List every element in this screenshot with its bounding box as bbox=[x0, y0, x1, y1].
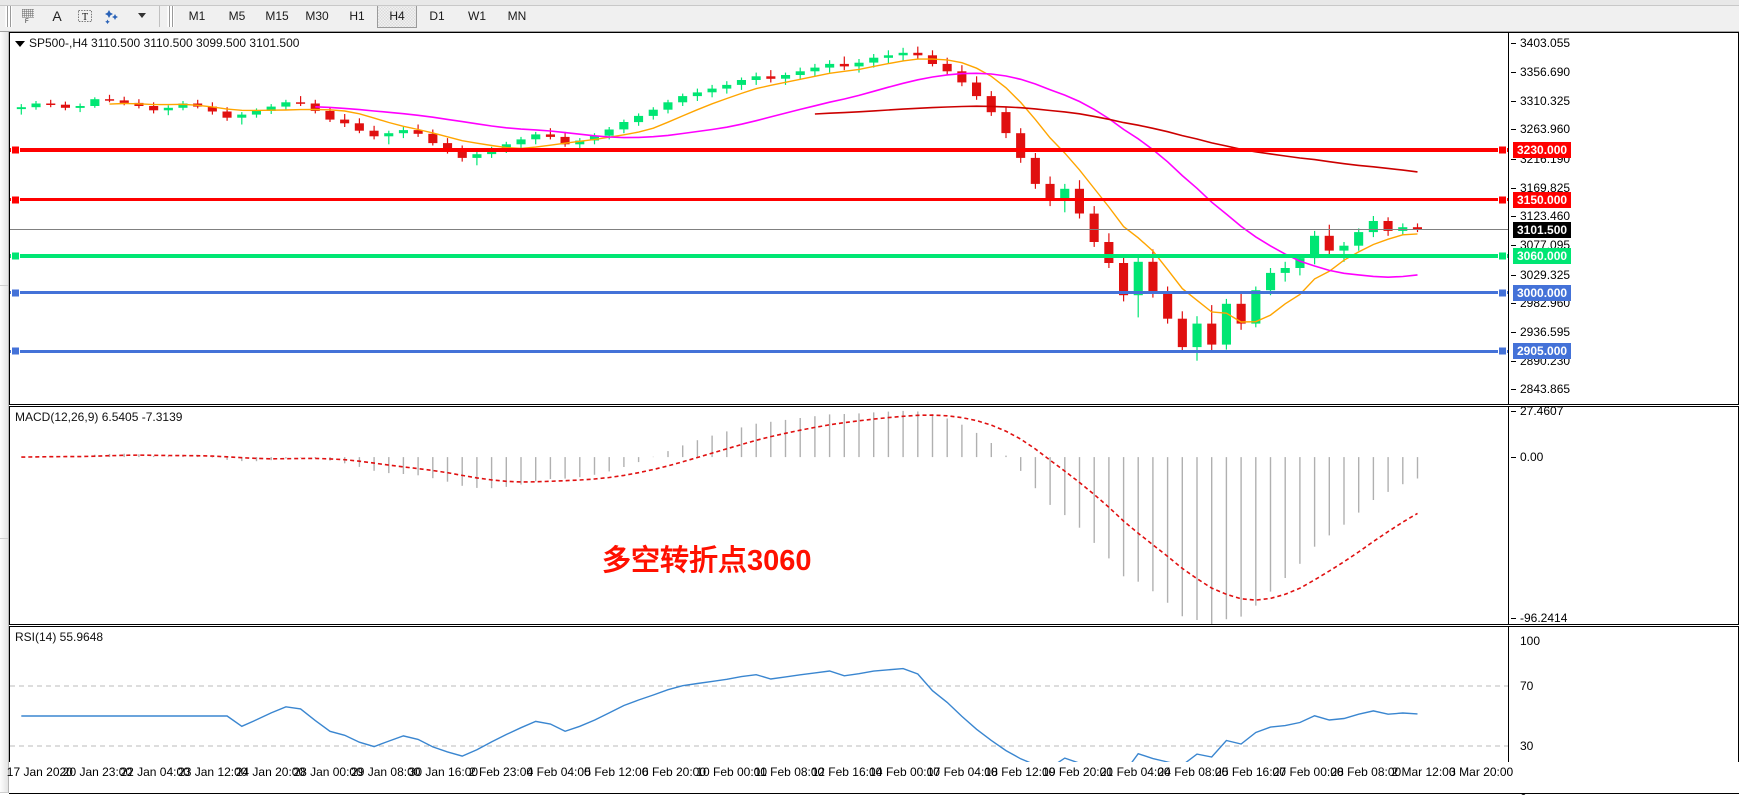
price-tick-mark bbox=[1511, 245, 1516, 246]
macd-tick-mark bbox=[1511, 457, 1516, 458]
macd-plot-area[interactable] bbox=[10, 407, 1509, 624]
timeframe-w1[interactable]: W1 bbox=[457, 4, 497, 28]
macd-label: MACD(12,26,9) 6.5405 -7.3139 bbox=[15, 410, 182, 424]
hline-handle[interactable] bbox=[1498, 146, 1507, 155]
symbol-header-text: SP500-,H4 3110.500 3110.500 3099.500 310… bbox=[29, 36, 299, 50]
text-box-icon[interactable]: T bbox=[71, 3, 99, 29]
hline-handle[interactable] bbox=[1498, 347, 1507, 356]
chart-column: SP500-,H4 3110.500 3110.500 3099.500 310… bbox=[9, 32, 1739, 793]
macd-pane[interactable]: MACD(12,26,9) 6.5405 -7.3139 多空转折点3060 2… bbox=[9, 406, 1739, 625]
collapse-arrow-icon[interactable] bbox=[15, 41, 25, 47]
hline-resistance-3150[interactable] bbox=[10, 198, 1508, 201]
rsi-tick-label: 100 bbox=[1520, 634, 1540, 648]
time-tick-label: 2 Mar 12:00 bbox=[1391, 765, 1455, 779]
time-tick-label: 4 Feb 04:00 bbox=[527, 765, 591, 779]
macd-tick-label: 0.00 bbox=[1520, 450, 1543, 464]
hline-handle[interactable] bbox=[11, 288, 20, 297]
timeframe-d1[interactable]: D1 bbox=[417, 4, 457, 28]
symbol-header[interactable]: SP500-,H4 3110.500 3110.500 3099.500 310… bbox=[15, 36, 299, 50]
price-tick-mark bbox=[1511, 332, 1516, 333]
price-tick-mark bbox=[1511, 216, 1516, 217]
price-badge[interactable]: 3230.000 bbox=[1513, 142, 1571, 158]
hline-last-price-3101[interactable] bbox=[10, 229, 1508, 230]
timeframe-m1[interactable]: M1 bbox=[177, 4, 217, 28]
dropdown-caret-icon[interactable] bbox=[127, 3, 155, 29]
price-tick-label: 3356.690 bbox=[1520, 65, 1570, 79]
macd-tick-mark bbox=[1511, 618, 1516, 619]
price-tick-label: 3029.325 bbox=[1520, 268, 1570, 282]
objects-icon[interactable] bbox=[99, 3, 127, 29]
timeframe-m5[interactable]: M5 bbox=[217, 4, 257, 28]
hline-handle[interactable] bbox=[1498, 288, 1507, 297]
price-tick-mark bbox=[1511, 188, 1516, 189]
hline-handle[interactable] bbox=[11, 146, 20, 155]
rail-segment-rsi[interactable] bbox=[0, 539, 8, 793]
price-badge[interactable]: 3150.000 bbox=[1513, 192, 1571, 208]
crosshair-fibo-icon[interactable]: F bbox=[15, 3, 43, 29]
left-rail bbox=[0, 32, 9, 793]
svg-text:F: F bbox=[25, 19, 29, 24]
hline-handle[interactable] bbox=[11, 347, 20, 356]
price-tick-label: 3263.960 bbox=[1520, 122, 1570, 136]
svg-text:T: T bbox=[82, 12, 88, 23]
price-tick-mark bbox=[1511, 361, 1516, 362]
hline-handle[interactable] bbox=[11, 251, 20, 260]
rsi-tick-label: 30 bbox=[1520, 739, 1533, 753]
price-badge[interactable]: 3060.000 bbox=[1513, 248, 1571, 264]
hline-handle[interactable] bbox=[1498, 251, 1507, 260]
macd-tick-label: -96.2414 bbox=[1520, 611, 1567, 625]
price-tick-mark bbox=[1511, 159, 1516, 160]
timeframe-m30[interactable]: M30 bbox=[297, 4, 337, 28]
hline-resistance-3230[interactable] bbox=[10, 148, 1508, 152]
time-tick-label: 5 Feb 12:00 bbox=[584, 765, 648, 779]
price-pane[interactable]: SP500-,H4 3110.500 3110.500 3099.500 310… bbox=[9, 32, 1739, 405]
hline-pivot-3060[interactable] bbox=[10, 254, 1508, 258]
timeframe-h1[interactable]: H1 bbox=[337, 4, 377, 28]
price-tick-label: 2843.865 bbox=[1520, 382, 1570, 396]
rail-segment-macd[interactable] bbox=[0, 286, 8, 540]
hline-support-2905[interactable] bbox=[10, 350, 1508, 353]
price-tick-mark bbox=[1511, 129, 1516, 130]
rail-segment-price[interactable] bbox=[0, 32, 8, 286]
rsi-tick-label: 70 bbox=[1520, 679, 1533, 693]
chart-window: SP500-,H4 3110.500 3110.500 3099.500 310… bbox=[0, 32, 1739, 793]
macd-tick-label: 27.4607 bbox=[1520, 404, 1563, 418]
hline-support-3000[interactable] bbox=[10, 291, 1508, 294]
macd-axis[interactable]: 27.4607 0.00 -96.2414 bbox=[1510, 407, 1738, 624]
price-tick-mark bbox=[1511, 101, 1516, 102]
price-badge[interactable]: 2905.000 bbox=[1513, 343, 1571, 359]
timeframe-m15[interactable]: M15 bbox=[257, 4, 297, 28]
timeframe-mn[interactable]: MN bbox=[497, 4, 537, 28]
timeframe-h4[interactable]: H4 bbox=[377, 4, 417, 28]
time-tick-label: 2 Feb 23:00 bbox=[469, 765, 533, 779]
price-tick-mark bbox=[1511, 389, 1516, 390]
rsi-label: RSI(14) 55.9648 bbox=[15, 630, 103, 644]
price-tick-label: 3310.325 bbox=[1520, 94, 1570, 108]
hline-handle[interactable] bbox=[11, 195, 20, 204]
price-tick-label: 2936.595 bbox=[1520, 325, 1570, 339]
price-tick-mark bbox=[1511, 43, 1516, 44]
price-plot-area[interactable] bbox=[10, 33, 1509, 404]
hline-handle[interactable] bbox=[1498, 195, 1507, 204]
price-tick-label: 3403.055 bbox=[1520, 36, 1570, 50]
macd-tick-mark bbox=[1511, 411, 1516, 412]
chart-annotation: 多空转折点3060 bbox=[602, 537, 812, 579]
price-badge[interactable]: 3101.500 bbox=[1513, 222, 1571, 238]
price-tick-mark bbox=[1511, 303, 1516, 304]
timeframe-grip-icon[interactable] bbox=[167, 5, 174, 27]
toolbar-separator bbox=[159, 5, 160, 27]
time-tick-label: 3 Mar 20:00 bbox=[1449, 765, 1513, 779]
price-tick-mark bbox=[1511, 275, 1516, 276]
time-tick-label: 30 Jan 16:00 bbox=[409, 765, 478, 779]
price-tick-mark bbox=[1511, 72, 1516, 73]
text-label-icon[interactable]: A bbox=[43, 3, 71, 29]
toolbar-grip-handle[interactable] bbox=[5, 5, 12, 27]
price-badge[interactable]: 3000.000 bbox=[1513, 285, 1571, 301]
